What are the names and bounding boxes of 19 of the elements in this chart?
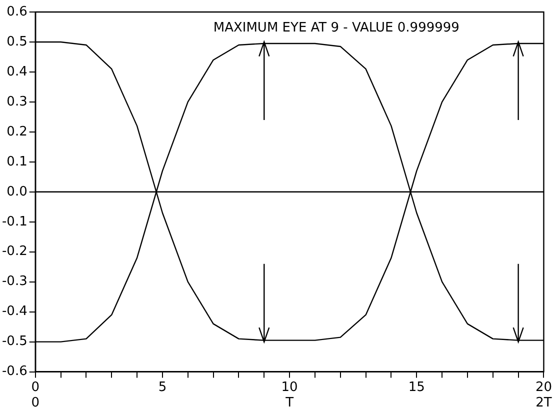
x-tick-label: 0 0 bbox=[31, 380, 40, 411]
x-tick-label: 15 bbox=[408, 380, 425, 395]
annotation: MAXIMUM EYE AT 9 - VALUE 0.999999 bbox=[213, 20, 460, 36]
y-tick-label: -0.2 bbox=[2, 244, 28, 260]
y-tick-label: 0.2 bbox=[6, 124, 28, 140]
y-tick-label: 0.4 bbox=[6, 64, 28, 80]
y-tick-label: 0.3 bbox=[6, 94, 28, 110]
y-tick-label: -0.1 bbox=[2, 214, 28, 230]
x-tick-label: 5 bbox=[158, 380, 167, 395]
y-tick-label: -0.3 bbox=[2, 274, 28, 290]
y-tick-label: 0.0 bbox=[6, 184, 28, 200]
y-tick-label: -0.6 bbox=[2, 364, 28, 380]
y-tick-label: -0.4 bbox=[2, 304, 28, 320]
x-tick-label: 10 T bbox=[281, 380, 298, 411]
x-tick-label: 20 2T bbox=[535, 380, 552, 411]
y-tick-label: 0.1 bbox=[6, 154, 28, 170]
y-tick-label: 0.6 bbox=[6, 4, 28, 20]
y-tick-label: 0.5 bbox=[6, 34, 28, 50]
y-tick-label: -0.5 bbox=[2, 334, 28, 350]
